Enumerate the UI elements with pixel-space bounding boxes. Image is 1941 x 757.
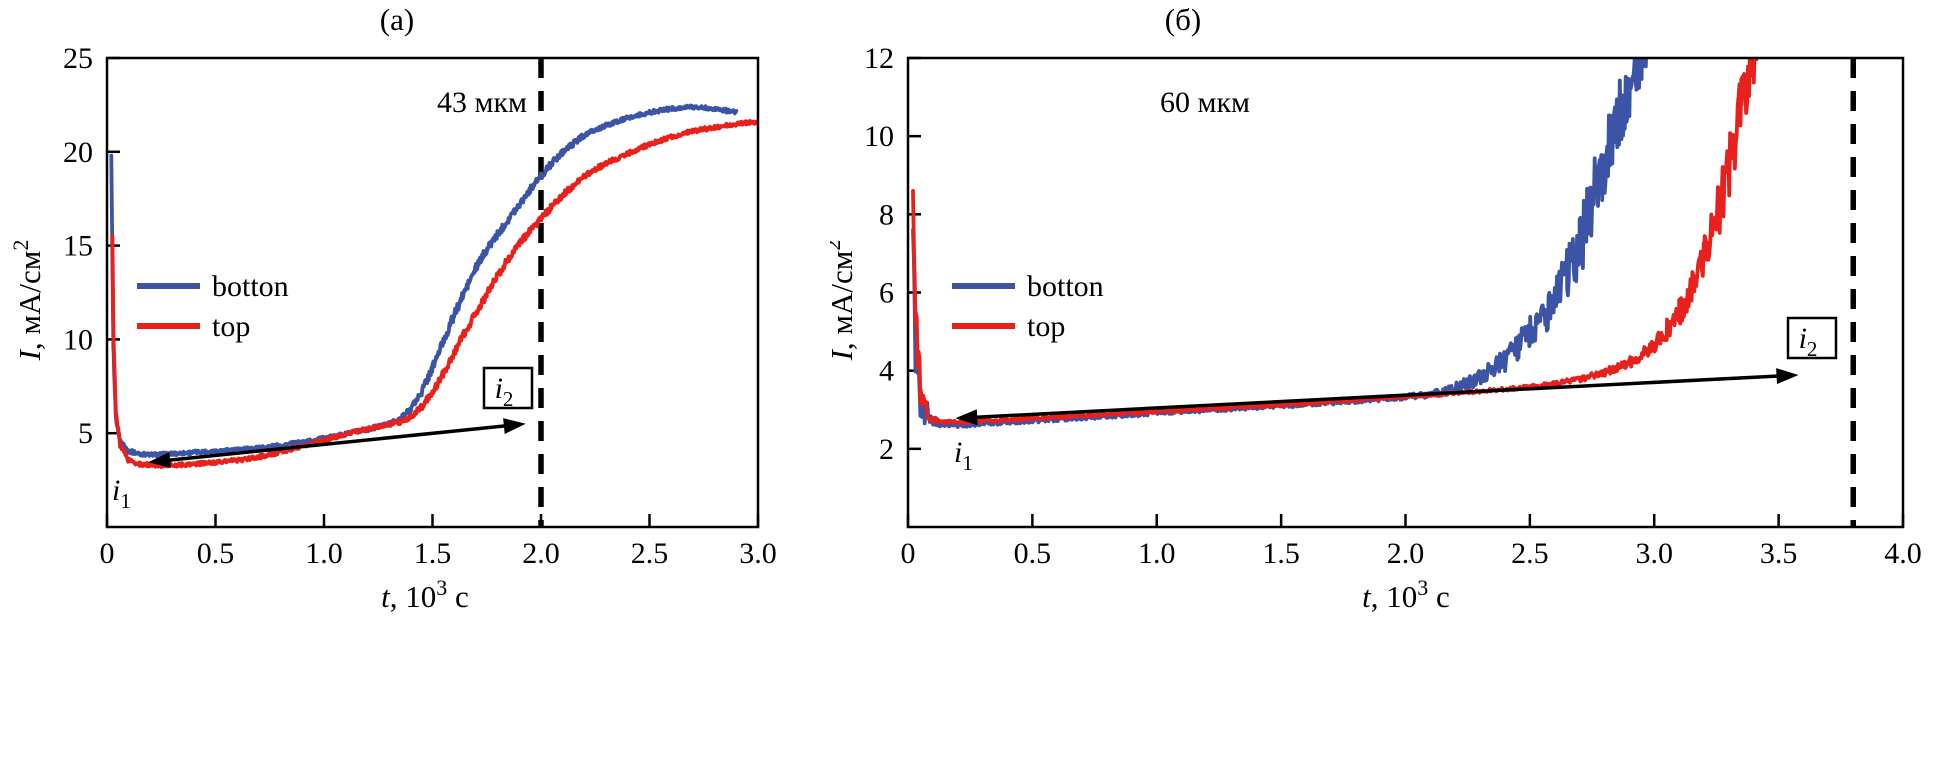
series-group — [109, 103, 758, 469]
trend-arrow-line — [162, 423, 513, 463]
thickness-annotation: 43 мкм — [437, 86, 527, 119]
y-tick-label: 2 — [879, 433, 894, 466]
i2-label: i2 — [1799, 322, 1818, 361]
i1-label: i1 — [954, 436, 973, 475]
series-line-top — [110, 119, 758, 469]
y-tick-label: 25 — [63, 42, 93, 75]
legend-label-top: top — [1027, 310, 1065, 343]
y-axis-label: I, мА/см2 — [830, 240, 859, 362]
trend-arrow-head-start — [148, 452, 171, 468]
trend-arrow-line — [969, 373, 1785, 420]
x-tick-label: 4.0 — [1884, 537, 1922, 570]
chart-a-plot: 0 0.5 1.0 1.5 2.0 2.5 3.0 5 10 15 20 25 I, мА/см2 t, … — [8, 42, 777, 614]
i1-label: i1 — [112, 474, 131, 513]
trend-arrow-head-start — [955, 409, 978, 426]
chart-a-title: (а) — [379, 2, 415, 37]
trend-arrow-head-end — [503, 418, 526, 434]
x-tick-label: 1.5 — [1262, 537, 1300, 570]
x-tick-label: 1.0 — [1138, 537, 1176, 570]
y-tick-label: 12 — [864, 42, 894, 75]
x-tick-label: 3.5 — [1760, 537, 1798, 570]
i2-label-box — [482, 366, 534, 410]
chart-b-plot: 0 0.5 1.0 1.5 2.0 2.5 3.0 3.5 4.0 2 4 6 8 10 12 I, мА/с… — [830, 42, 1922, 614]
x-tick-label: 1.0 — [305, 537, 343, 570]
x-tick-label: 3.0 — [1636, 537, 1674, 570]
plot-frame — [105, 56, 760, 529]
chart-b-title: (б) — [1164, 2, 1202, 37]
y-tick-label: 4 — [879, 355, 894, 388]
series-line-top — [911, 58, 1759, 426]
x-tick-label: 0.5 — [197, 537, 235, 570]
y-tick-label: 15 — [63, 230, 93, 263]
trend-arrow-head-end — [1776, 368, 1799, 385]
series-line-botton — [911, 58, 1648, 429]
chart-a-container: (а) 0 0.5 1.0 1.5 2.0 2.5 3.0 5 10 15 20 25 I, мА/см… — [0, 0, 830, 757]
x-axis-label: t, 103 с — [1362, 575, 1450, 614]
i2-label: i2 — [495, 372, 514, 411]
plot-frame — [906, 56, 1905, 529]
x-tick-label: 0.5 — [1014, 537, 1052, 570]
legend-label-botton: botton — [1027, 270, 1104, 303]
y-tick-label: 8 — [879, 198, 894, 231]
y-axis-label: I, мА/см2 — [8, 240, 47, 362]
y-tick-label: 6 — [879, 277, 894, 310]
x-tick-label: 2.0 — [1387, 537, 1425, 570]
legend-label-top: top — [212, 310, 250, 343]
x-tick-label: 2.5 — [1511, 537, 1549, 570]
legend-label-botton: botton — [212, 270, 289, 303]
series-group — [911, 58, 1759, 429]
x-tick-label: 0 — [100, 537, 115, 570]
chart-b-container: (б) 0 0.5 1.0 1.5 2.0 2.5 3.0 3.5 4.0 2 4 6 8 10 12 I, … — [830, 0, 1941, 757]
x-axis-label: t, 103 с — [381, 575, 469, 614]
thickness-annotation: 60 мкм — [1160, 86, 1250, 119]
y-tick-label: 5 — [78, 417, 93, 450]
y-tick-label: 20 — [63, 136, 93, 169]
x-tick-label: 2.5 — [631, 537, 669, 570]
x-tick-label: 3.0 — [739, 537, 777, 570]
y-tick-label: 10 — [864, 120, 894, 153]
x-tick-label: 1.5 — [414, 537, 452, 570]
i2-label-box — [1786, 316, 1838, 360]
series-line-botton — [109, 103, 739, 459]
y-tick-label: 10 — [63, 323, 93, 356]
x-tick-label: 2.0 — [522, 537, 560, 570]
x-tick-label: 0 — [901, 537, 916, 570]
